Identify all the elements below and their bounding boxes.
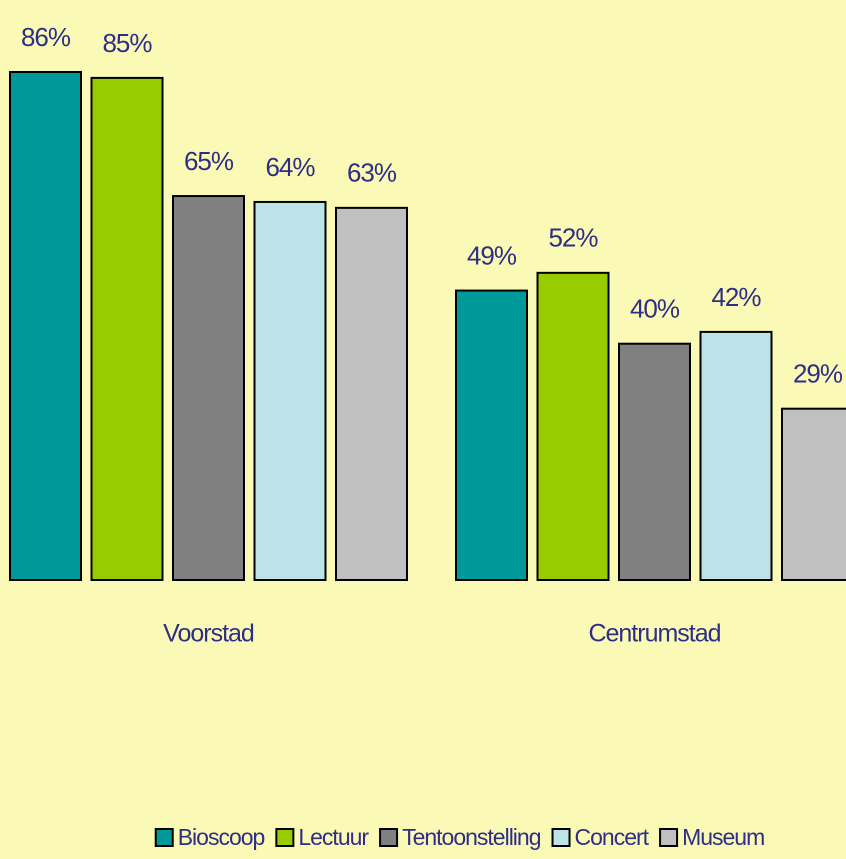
value-label: 64% (265, 152, 315, 182)
bar (90, 76, 164, 581)
bar (455, 289, 528, 581)
legend-swatch (154, 828, 174, 847)
value-label: 63% (347, 158, 397, 188)
bar (9, 70, 82, 582)
bar (699, 330, 773, 581)
legend-label: Museum (682, 824, 764, 850)
value-label: 40% (630, 294, 680, 324)
bar (172, 195, 245, 581)
value-label: 65% (184, 146, 234, 176)
legend-label: Tentoonstelling (402, 824, 541, 850)
legend-label: Lectuur (298, 824, 369, 850)
bar (335, 206, 408, 581)
bar (781, 407, 846, 581)
x-tick-label: Centrumstad (588, 620, 720, 648)
value-label: 29% (793, 359, 843, 389)
x-tick-label: Voorstad (163, 620, 254, 648)
legend-swatch (551, 828, 571, 847)
legend-swatch (275, 828, 295, 847)
bar (536, 271, 610, 581)
value-label: 85% (102, 28, 152, 58)
legend-label: Concert (575, 824, 650, 850)
value-label: 52% (548, 223, 598, 253)
bar (253, 200, 327, 581)
legend-swatch (659, 828, 679, 847)
value-label: 49% (467, 240, 517, 270)
value-label: 42% (711, 282, 761, 312)
bar (618, 342, 691, 581)
value-label: 86% (21, 22, 71, 52)
legend-swatch (379, 828, 399, 847)
legend-label: Bioscoop (178, 824, 265, 850)
